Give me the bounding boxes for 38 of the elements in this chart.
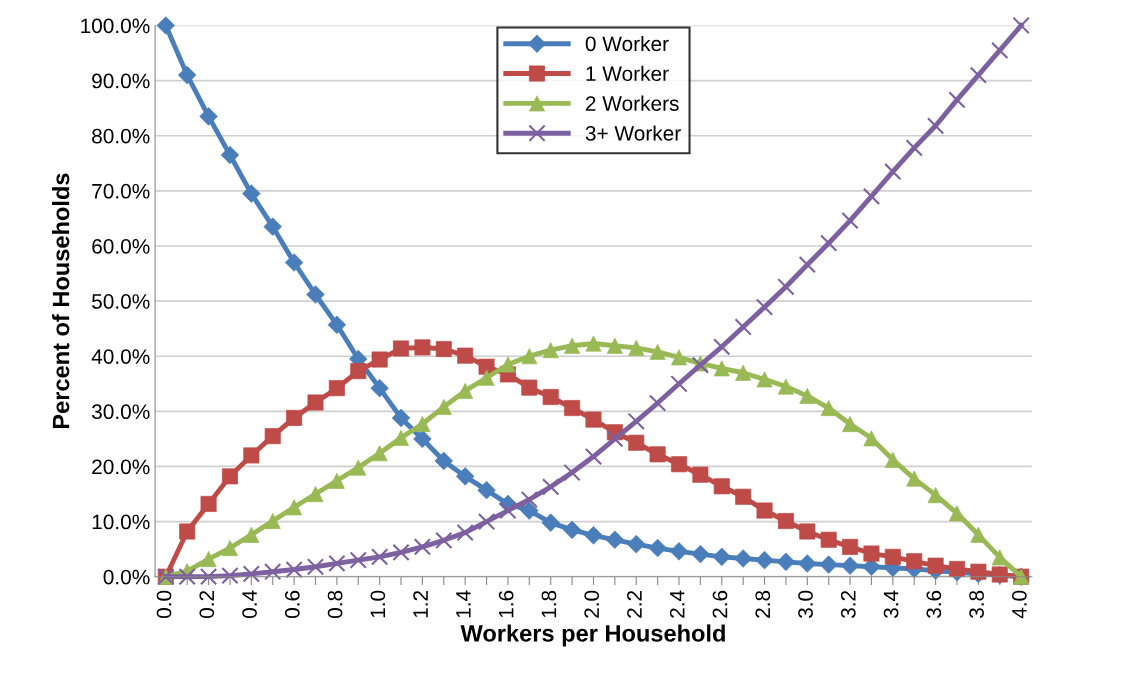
x-tick-label: 1.4 bbox=[456, 590, 471, 618]
x-tick-label: 2.6 bbox=[712, 590, 728, 618]
y-tick-label: 20.0% bbox=[92, 459, 150, 475]
legend-label: 3+ Worker bbox=[585, 125, 681, 141]
x-tick-label: 1.2 bbox=[413, 590, 428, 618]
y-tick-label: 50.0% bbox=[92, 294, 150, 309]
y-tick-label: 100.0% bbox=[81, 18, 150, 34]
x-tick-label: 1.0 bbox=[370, 590, 386, 618]
x-tick-label: 0.8 bbox=[327, 590, 343, 619]
y-tick-label: 60.0% bbox=[92, 238, 150, 254]
x-tick-label: 3.4 bbox=[883, 590, 899, 619]
y-tick-label: 80.0% bbox=[92, 128, 150, 144]
x-tick-label: 3.8 bbox=[969, 590, 984, 619]
y-tick-label: 30.0% bbox=[91, 404, 150, 420]
x-tick-label: 0.2 bbox=[199, 590, 215, 619]
x-tick-label: 0.6 bbox=[284, 590, 300, 619]
x-tick-label: 2.8 bbox=[755, 590, 771, 618]
x-tick-label: 2.2 bbox=[627, 590, 642, 618]
x-tick-label: 0.4 bbox=[242, 590, 257, 619]
x-tick-label: 1.8 bbox=[541, 590, 557, 618]
x-tick-label: 1.6 bbox=[498, 590, 514, 618]
y-tick-label: 90.0% bbox=[92, 73, 150, 89]
legend-label: 0 Worker bbox=[585, 35, 669, 52]
y-tick-label: 70.0% bbox=[92, 183, 150, 199]
x-tick-label: 2.4 bbox=[669, 590, 685, 618]
y-tick-label: 40.0% bbox=[91, 349, 150, 364]
legend-label: 1 Worker bbox=[586, 65, 669, 82]
x-tick-label: 0.0 bbox=[156, 590, 172, 619]
x-axis-title: Workers per Household bbox=[460, 624, 725, 647]
x-tick-label: 2.0 bbox=[584, 590, 600, 618]
y-axis-title: Percent of Households bbox=[52, 173, 70, 429]
legend-label: 2 Workers bbox=[585, 95, 679, 111]
y-tick-label: 10.0% bbox=[92, 514, 150, 530]
x-tick-label: 3.2 bbox=[840, 590, 856, 619]
x-tick-label: 4.0 bbox=[1011, 590, 1027, 619]
x-tick-label: 3.6 bbox=[926, 590, 942, 619]
y-tick-label: 0.0% bbox=[103, 569, 150, 585]
x-tick-label: 3.0 bbox=[798, 590, 813, 619]
